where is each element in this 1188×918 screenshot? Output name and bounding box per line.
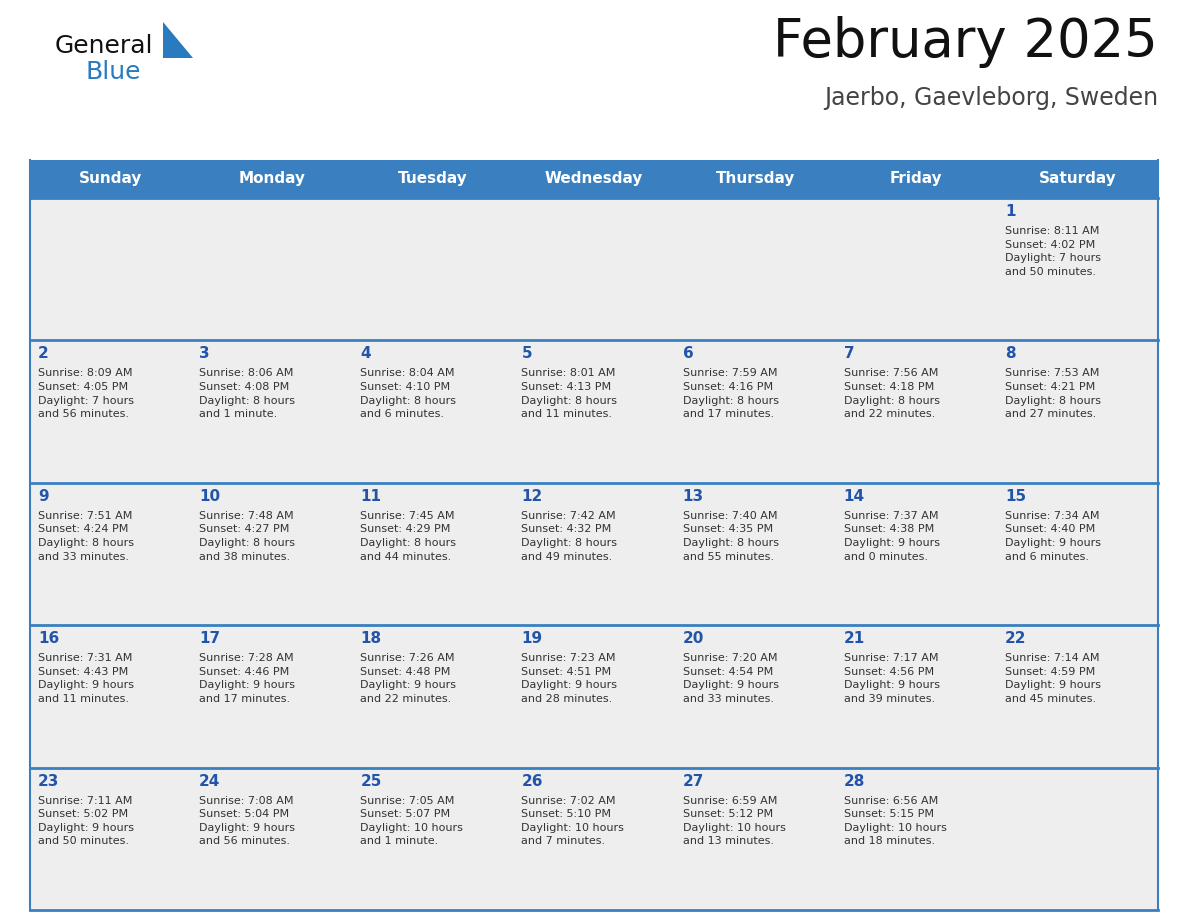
Text: Sunrise: 8:06 AM
Sunset: 4:08 PM
Daylight: 8 hours
and 1 minute.: Sunrise: 8:06 AM Sunset: 4:08 PM Dayligh… (200, 368, 295, 420)
Text: Sunrise: 7:11 AM
Sunset: 5:02 PM
Daylight: 9 hours
and 50 minutes.: Sunrise: 7:11 AM Sunset: 5:02 PM Dayligh… (38, 796, 134, 846)
Text: Sunrise: 7:51 AM
Sunset: 4:24 PM
Daylight: 8 hours
and 33 minutes.: Sunrise: 7:51 AM Sunset: 4:24 PM Dayligh… (38, 510, 134, 562)
Text: 27: 27 (683, 774, 704, 789)
Text: Sunrise: 8:01 AM
Sunset: 4:13 PM
Daylight: 8 hours
and 11 minutes.: Sunrise: 8:01 AM Sunset: 4:13 PM Dayligh… (522, 368, 618, 420)
Text: Sunrise: 7:34 AM
Sunset: 4:40 PM
Daylight: 9 hours
and 6 minutes.: Sunrise: 7:34 AM Sunset: 4:40 PM Dayligh… (1005, 510, 1101, 562)
Text: Sunrise: 7:05 AM
Sunset: 5:07 PM
Daylight: 10 hours
and 1 minute.: Sunrise: 7:05 AM Sunset: 5:07 PM Dayligh… (360, 796, 463, 846)
Bar (30, 198, 1158, 341)
Bar (30, 341, 1158, 483)
Text: Sunrise: 8:11 AM
Sunset: 4:02 PM
Daylight: 7 hours
and 50 minutes.: Sunrise: 8:11 AM Sunset: 4:02 PM Dayligh… (1005, 226, 1101, 277)
Text: 26: 26 (522, 774, 543, 789)
Text: Saturday: Saturday (1038, 172, 1117, 186)
Text: 15: 15 (1005, 488, 1026, 504)
Text: 12: 12 (522, 488, 543, 504)
Bar (30, 625, 1158, 767)
Text: 7: 7 (843, 346, 854, 362)
Text: Sunrise: 7:56 AM
Sunset: 4:18 PM
Daylight: 8 hours
and 22 minutes.: Sunrise: 7:56 AM Sunset: 4:18 PM Dayligh… (843, 368, 940, 420)
Text: 2: 2 (38, 346, 49, 362)
Text: 11: 11 (360, 488, 381, 504)
Text: Friday: Friday (890, 172, 942, 186)
Text: Tuesday: Tuesday (398, 172, 468, 186)
Text: 8: 8 (1005, 346, 1016, 362)
Text: 9: 9 (38, 488, 49, 504)
Polygon shape (163, 22, 192, 58)
Text: Sunrise: 7:31 AM
Sunset: 4:43 PM
Daylight: 9 hours
and 11 minutes.: Sunrise: 7:31 AM Sunset: 4:43 PM Dayligh… (38, 654, 134, 704)
Bar (30, 160, 1158, 198)
Text: February 2025: February 2025 (773, 16, 1158, 68)
Text: 23: 23 (38, 774, 59, 789)
Text: Sunday: Sunday (78, 172, 143, 186)
Text: 1: 1 (1005, 204, 1016, 219)
Bar (30, 483, 1158, 625)
Text: 14: 14 (843, 488, 865, 504)
Text: 17: 17 (200, 632, 220, 646)
Text: 19: 19 (522, 632, 543, 646)
Text: Sunrise: 7:48 AM
Sunset: 4:27 PM
Daylight: 8 hours
and 38 minutes.: Sunrise: 7:48 AM Sunset: 4:27 PM Dayligh… (200, 510, 295, 562)
Text: Sunrise: 7:45 AM
Sunset: 4:29 PM
Daylight: 8 hours
and 44 minutes.: Sunrise: 7:45 AM Sunset: 4:29 PM Dayligh… (360, 510, 456, 562)
Text: Wednesday: Wednesday (545, 172, 643, 186)
Text: Monday: Monday (239, 172, 305, 186)
Text: 21: 21 (843, 632, 865, 646)
Text: 20: 20 (683, 632, 704, 646)
Text: 4: 4 (360, 346, 371, 362)
Text: Sunrise: 7:26 AM
Sunset: 4:48 PM
Daylight: 9 hours
and 22 minutes.: Sunrise: 7:26 AM Sunset: 4:48 PM Dayligh… (360, 654, 456, 704)
Text: 13: 13 (683, 488, 703, 504)
Text: 6: 6 (683, 346, 694, 362)
Text: 16: 16 (38, 632, 59, 646)
Text: General: General (55, 34, 153, 58)
Text: 10: 10 (200, 488, 220, 504)
Text: 24: 24 (200, 774, 221, 789)
Text: Jaerbo, Gaevleborg, Sweden: Jaerbo, Gaevleborg, Sweden (823, 86, 1158, 110)
Text: Sunrise: 7:42 AM
Sunset: 4:32 PM
Daylight: 8 hours
and 49 minutes.: Sunrise: 7:42 AM Sunset: 4:32 PM Dayligh… (522, 510, 618, 562)
Text: Sunrise: 7:23 AM
Sunset: 4:51 PM
Daylight: 9 hours
and 28 minutes.: Sunrise: 7:23 AM Sunset: 4:51 PM Dayligh… (522, 654, 618, 704)
Text: Sunrise: 7:40 AM
Sunset: 4:35 PM
Daylight: 8 hours
and 55 minutes.: Sunrise: 7:40 AM Sunset: 4:35 PM Dayligh… (683, 510, 778, 562)
Text: Thursday: Thursday (715, 172, 795, 186)
Text: Sunrise: 7:17 AM
Sunset: 4:56 PM
Daylight: 9 hours
and 39 minutes.: Sunrise: 7:17 AM Sunset: 4:56 PM Dayligh… (843, 654, 940, 704)
Text: 5: 5 (522, 346, 532, 362)
Text: Sunrise: 7:53 AM
Sunset: 4:21 PM
Daylight: 8 hours
and 27 minutes.: Sunrise: 7:53 AM Sunset: 4:21 PM Dayligh… (1005, 368, 1101, 420)
Text: 22: 22 (1005, 632, 1026, 646)
Text: Sunrise: 7:20 AM
Sunset: 4:54 PM
Daylight: 9 hours
and 33 minutes.: Sunrise: 7:20 AM Sunset: 4:54 PM Dayligh… (683, 654, 778, 704)
Text: 18: 18 (360, 632, 381, 646)
Text: 3: 3 (200, 346, 210, 362)
Text: Sunrise: 6:56 AM
Sunset: 5:15 PM
Daylight: 10 hours
and 18 minutes.: Sunrise: 6:56 AM Sunset: 5:15 PM Dayligh… (843, 796, 947, 846)
Text: 28: 28 (843, 774, 865, 789)
Text: Sunrise: 7:02 AM
Sunset: 5:10 PM
Daylight: 10 hours
and 7 minutes.: Sunrise: 7:02 AM Sunset: 5:10 PM Dayligh… (522, 796, 625, 846)
Text: Sunrise: 7:14 AM
Sunset: 4:59 PM
Daylight: 9 hours
and 45 minutes.: Sunrise: 7:14 AM Sunset: 4:59 PM Dayligh… (1005, 654, 1101, 704)
Text: Sunrise: 7:59 AM
Sunset: 4:16 PM
Daylight: 8 hours
and 17 minutes.: Sunrise: 7:59 AM Sunset: 4:16 PM Dayligh… (683, 368, 778, 420)
Text: Sunrise: 7:28 AM
Sunset: 4:46 PM
Daylight: 9 hours
and 17 minutes.: Sunrise: 7:28 AM Sunset: 4:46 PM Dayligh… (200, 654, 295, 704)
Text: Sunrise: 7:08 AM
Sunset: 5:04 PM
Daylight: 9 hours
and 56 minutes.: Sunrise: 7:08 AM Sunset: 5:04 PM Dayligh… (200, 796, 295, 846)
Text: Sunrise: 8:04 AM
Sunset: 4:10 PM
Daylight: 8 hours
and 6 minutes.: Sunrise: 8:04 AM Sunset: 4:10 PM Dayligh… (360, 368, 456, 420)
Text: Blue: Blue (86, 60, 140, 84)
Text: Sunrise: 7:37 AM
Sunset: 4:38 PM
Daylight: 9 hours
and 0 minutes.: Sunrise: 7:37 AM Sunset: 4:38 PM Dayligh… (843, 510, 940, 562)
Text: Sunrise: 8:09 AM
Sunset: 4:05 PM
Daylight: 7 hours
and 56 minutes.: Sunrise: 8:09 AM Sunset: 4:05 PM Dayligh… (38, 368, 134, 420)
Bar (30, 767, 1158, 910)
Text: Sunrise: 6:59 AM
Sunset: 5:12 PM
Daylight: 10 hours
and 13 minutes.: Sunrise: 6:59 AM Sunset: 5:12 PM Dayligh… (683, 796, 785, 846)
Text: 25: 25 (360, 774, 381, 789)
